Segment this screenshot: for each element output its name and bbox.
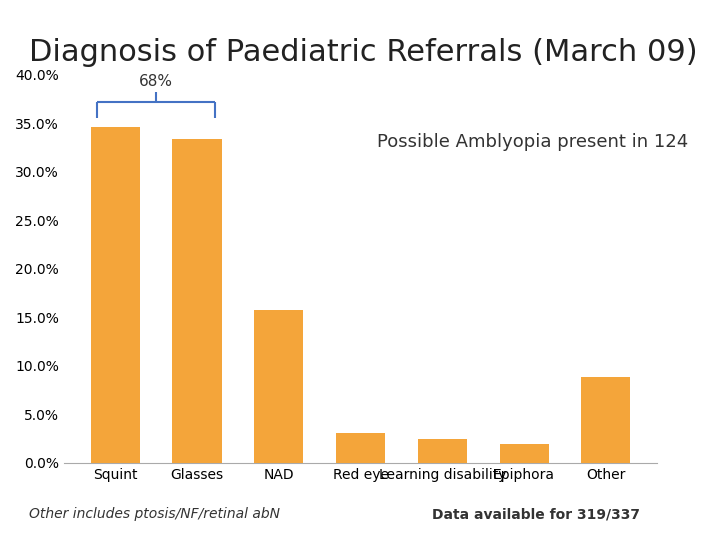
- Text: Possible Amblyopia present in 124: Possible Amblyopia present in 124: [377, 133, 688, 152]
- Text: Other includes ptosis/NF/retinal abN: Other includes ptosis/NF/retinal abN: [29, 508, 280, 522]
- Text: Diagnosis of Paediatric Referrals (March 09): Diagnosis of Paediatric Referrals (March…: [29, 38, 698, 67]
- Text: 68%: 68%: [139, 74, 173, 89]
- Bar: [254, 310, 303, 463]
- Text: Data available for 319/337: Data available for 319/337: [432, 508, 640, 522]
- Bar: [173, 139, 222, 463]
- Bar: [91, 127, 140, 463]
- Bar: [500, 444, 549, 463]
- Bar: [418, 438, 467, 463]
- Bar: [581, 377, 631, 463]
- Bar: [336, 433, 385, 463]
